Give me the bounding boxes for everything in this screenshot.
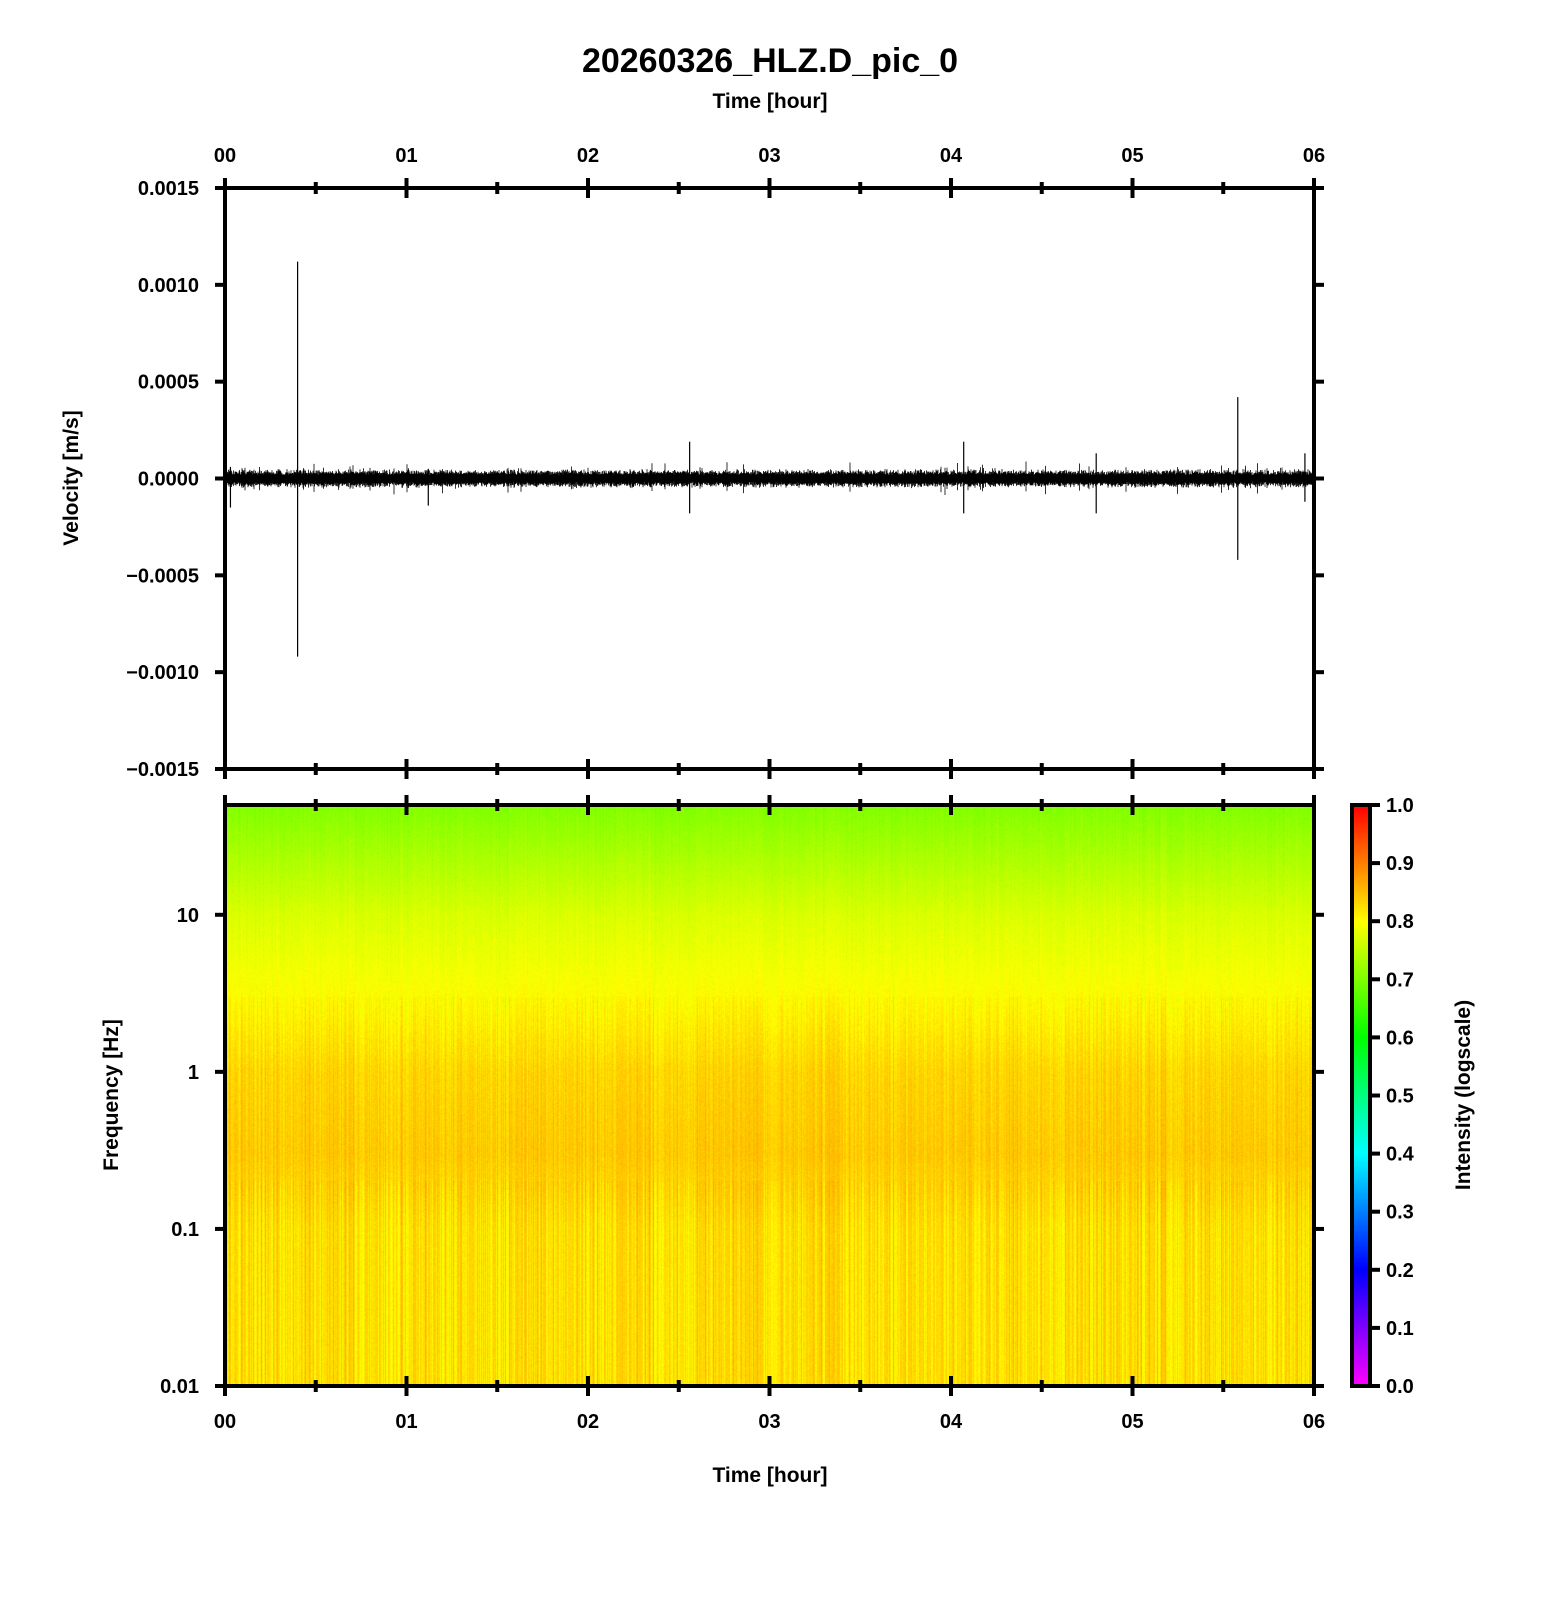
colorbar-tick-label: 0.0: [1386, 1376, 1414, 1398]
axes: 00 00 01 01 02 02 03 03 04 04 05 05 06 06 0.0015 0.0010…: [126, 145, 1415, 1433]
colorbar-tick-label: 0.5: [1386, 1086, 1414, 1108]
top-x-tick-label: 04: [940, 145, 963, 167]
colorbar-tick-label: 0.6: [1386, 1027, 1414, 1049]
colorbar-label: Intensity (logscale): [1452, 1000, 1475, 1190]
velocity-tick-label: −0.0005: [126, 565, 199, 587]
frequency-tick-label: 0.1: [171, 1219, 199, 1241]
velocity-y-axis-label: Velocity [m/s]: [60, 410, 83, 545]
velocity-tick-label: −0.0010: [126, 662, 199, 684]
velocity-tick-label: 0.0010: [138, 275, 199, 297]
bottom-x-tick-label: 00: [214, 1411, 236, 1433]
colorbar-tick-label: 1.0: [1386, 795, 1414, 817]
colorbar-gradient: [1352, 805, 1370, 1386]
bottom-x-tick-label: 03: [758, 1411, 780, 1433]
top-x-tick-label: 03: [758, 145, 780, 167]
velocity-tick-label: 0.0005: [138, 372, 199, 394]
colorbar-tick-label: 0.7: [1386, 969, 1414, 991]
bottom-x-tick-label: 02: [577, 1411, 599, 1433]
frequency-tick-label: 1: [188, 1062, 199, 1084]
colorbar-tick-label: 0.8: [1386, 911, 1414, 933]
frequency-y-axis-label: Frequency [Hz]: [100, 1019, 123, 1171]
velocity-tick-label: −0.0015: [126, 759, 199, 781]
top-x-tick-label: 02: [577, 145, 599, 167]
velocity-tick-label: 0.0000: [138, 469, 199, 491]
bottom-x-tick-label: 05: [1121, 1411, 1143, 1433]
bottom-x-axis-label: Time [hour]: [712, 1464, 827, 1487]
top-x-tick-label: 00: [214, 145, 236, 167]
top-x-tick-label: 05: [1121, 145, 1143, 167]
colorbar-tick-label: 0.3: [1386, 1202, 1414, 1224]
colorbar-tick-label: 0.2: [1386, 1260, 1414, 1282]
seismogram: [225, 261, 1314, 657]
colorbar-frame: [1350, 803, 1372, 1388]
velocity-tick-label: 0.0015: [138, 178, 199, 200]
colorbar-tick-label: 0.1: [1386, 1318, 1414, 1340]
bottom-x-tick-label: 04: [940, 1411, 963, 1433]
top-x-axis-label: Time [hour]: [712, 90, 827, 113]
top-x-tick-label: 01: [395, 145, 417, 167]
frequency-tick-label: 10: [177, 905, 199, 927]
colorbar-tick-label: 0.4: [1386, 1144, 1415, 1166]
frequency-tick-label: 0.01: [160, 1376, 199, 1398]
bottom-x-tick-label: 01: [395, 1411, 417, 1433]
top-x-tick-label: 06: [1303, 145, 1325, 167]
bottom-x-tick-label: 06: [1303, 1411, 1325, 1433]
spectrogram-plot-frame: [223, 803, 1316, 1388]
seismogram-trace: [225, 461, 1314, 495]
chart-title: 20260326_HLZ.D_pic_0: [582, 42, 958, 80]
colorbar-tick-label: 0.9: [1386, 853, 1414, 875]
spectrogram-heatmap: [225, 805, 1314, 1386]
